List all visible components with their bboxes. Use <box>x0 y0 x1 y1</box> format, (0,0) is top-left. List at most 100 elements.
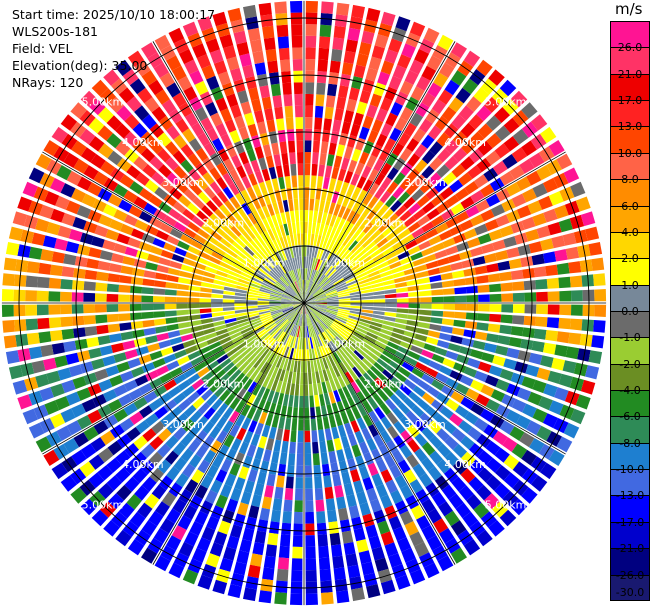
range-gate-cell <box>484 493 500 510</box>
range-gate-cell <box>536 165 552 181</box>
range-gate-cell <box>495 345 509 356</box>
range-gate-cell <box>330 272 340 281</box>
range-gate-cell <box>236 255 248 265</box>
range-gate-cell <box>245 516 257 530</box>
range-gate-cell <box>267 390 275 403</box>
range-gate-cell <box>448 493 464 509</box>
range-gate-cell <box>159 222 173 234</box>
range-gate-cell <box>99 250 113 261</box>
range-gate-cell <box>236 427 247 441</box>
range-gate-cell <box>378 221 390 233</box>
range-gate-cell <box>393 322 407 330</box>
range-gate-cell <box>501 293 514 302</box>
range-gate-cell <box>149 156 164 170</box>
range-gate-cell <box>346 383 356 396</box>
range-gate-cell <box>71 140 87 157</box>
range-gate-cell <box>210 152 222 166</box>
range-gate-cell <box>333 390 341 403</box>
range-gate-cell <box>1 304 14 317</box>
range-gate-cell <box>275 330 284 341</box>
range-gate-cell <box>464 276 478 285</box>
range-gate-cell <box>416 327 429 336</box>
range-gate-cell <box>588 350 603 364</box>
range-gate-cell <box>366 584 381 599</box>
range-gate-cell <box>141 114 157 130</box>
range-gate-cell <box>531 253 545 266</box>
range-gate-cell <box>374 340 387 349</box>
range-gate-cell <box>333 216 342 229</box>
range-gate-cell <box>213 60 228 75</box>
range-gate-cell <box>235 312 248 318</box>
range-gate-cell <box>253 271 265 280</box>
range-gate-cell <box>487 273 501 283</box>
range-gate-cell <box>279 236 286 249</box>
range-gate-cell <box>124 476 140 492</box>
range-gate-cell <box>385 365 398 376</box>
range-gate-cell <box>260 284 273 291</box>
range-gate-cell <box>346 279 359 287</box>
range-gate-cell <box>285 309 295 318</box>
range-gate-cell <box>263 37 276 51</box>
range-gate-cell <box>300 326 303 338</box>
range-gate-cell <box>341 530 354 544</box>
range-gate-cell <box>380 162 392 176</box>
range-gate-cell <box>268 325 278 334</box>
range-gate-cell <box>220 133 233 148</box>
range-gate-cell <box>280 381 287 394</box>
range-gate-cell <box>109 263 122 273</box>
range-gate-cell <box>305 558 317 571</box>
range-gate-cell <box>262 144 272 157</box>
range-gate-cell <box>95 282 108 292</box>
range-gate-cell <box>438 501 453 517</box>
range-gate-cell <box>384 345 397 355</box>
range-gate-cell <box>410 86 425 101</box>
range-gate-cell <box>180 333 194 342</box>
range-gate-cell <box>165 435 179 449</box>
range-gate-cell <box>258 293 270 298</box>
range-gate-cell <box>242 231 253 243</box>
range-gate-cell <box>293 313 300 325</box>
range-gate-cell <box>314 306 327 312</box>
range-gate-cell <box>77 350 91 362</box>
range-gate-cell <box>335 317 347 324</box>
range-gate-cell <box>523 280 536 291</box>
range-gate-cell <box>400 484 414 500</box>
range-gate-cell <box>238 151 249 165</box>
range-gate-cell <box>340 249 351 260</box>
range-gate-cell <box>340 330 351 340</box>
range-gate-cell <box>292 47 303 60</box>
range-gate-cell <box>156 264 170 274</box>
range-gate-cell <box>219 237 232 248</box>
range-gate-cell <box>415 234 428 245</box>
range-gate-cell <box>143 270 157 279</box>
range-gate-cell <box>228 182 240 196</box>
range-gate-cell <box>61 379 76 394</box>
range-gate-cell <box>438 332 452 342</box>
range-gate-cell <box>329 340 338 352</box>
range-gate-cell <box>246 406 257 420</box>
range-gate-cell <box>323 118 332 131</box>
range-gate-cell <box>289 152 296 165</box>
range-gate-cell <box>316 334 323 347</box>
range-gate-cell <box>153 62 169 78</box>
range-gate-cell <box>289 312 298 322</box>
range-gate-cell <box>326 308 339 312</box>
range-gate-cell <box>426 386 440 398</box>
range-gate-cell <box>177 321 191 329</box>
range-gate-cell <box>71 403 86 418</box>
range-gate-cell <box>271 379 279 392</box>
range-gate-cell <box>431 303 444 310</box>
range-gate-cell <box>166 125 180 140</box>
range-gate-cell <box>366 438 377 452</box>
range-gate-cell <box>477 284 490 293</box>
range-gate-cell <box>187 391 200 404</box>
range-gate-cell <box>367 244 379 255</box>
range-gate-cell <box>80 147 97 163</box>
range-gate-cell <box>301 303 304 315</box>
range-gate-cell <box>593 320 606 333</box>
range-gate-cell <box>234 296 247 300</box>
range-gate-cell <box>416 270 429 279</box>
range-gate-cell <box>304 233 308 245</box>
colorbar-swatch: -21.0 <box>611 522 649 555</box>
